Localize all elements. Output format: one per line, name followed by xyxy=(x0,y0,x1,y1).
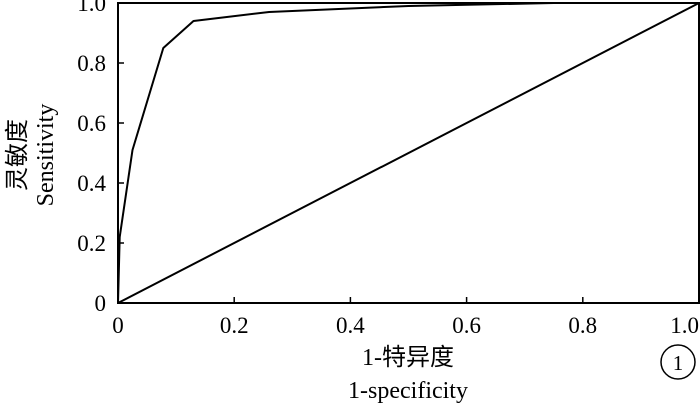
y-tick-label: 1.0 xyxy=(77,0,106,16)
y-tick-label: 0 xyxy=(95,291,107,316)
x-axis-title: 1-特异度 xyxy=(362,344,454,371)
x-tick-label: 0.4 xyxy=(336,313,365,338)
x-tick-label: 0.2 xyxy=(220,313,249,338)
y-axis-ticks: 0 0.2 0.4 0.6 0.8 1.0 xyxy=(77,0,124,316)
y-axis-title-english: Sensitivity xyxy=(33,104,59,207)
y-tick-label: 0.6 xyxy=(77,111,106,136)
y-tick-label: 0.8 xyxy=(77,51,106,76)
plot-frame xyxy=(117,2,700,304)
y-axis-title: 灵敏度 xyxy=(4,119,31,191)
x-tick-label: 0.8 xyxy=(568,313,597,338)
panel-marker-label: 1 xyxy=(673,351,684,375)
roc-curve-line xyxy=(117,2,699,304)
x-tick-label: 0 xyxy=(112,313,124,338)
y-tick-label: 0.2 xyxy=(77,231,106,256)
x-tick-label: 1.0 xyxy=(670,313,699,338)
x-axis-title-english: 1-specificity xyxy=(348,378,468,404)
y-tick-label: 0.4 xyxy=(77,171,106,196)
series-layer xyxy=(117,2,700,304)
x-axis-ticks: 0 0.2 0.4 0.6 0.8 1.0 xyxy=(112,297,699,338)
x-tick-label: 0.6 xyxy=(452,313,481,338)
diagonal-reference-line xyxy=(117,2,700,304)
panel-marker-circle xyxy=(660,344,696,380)
